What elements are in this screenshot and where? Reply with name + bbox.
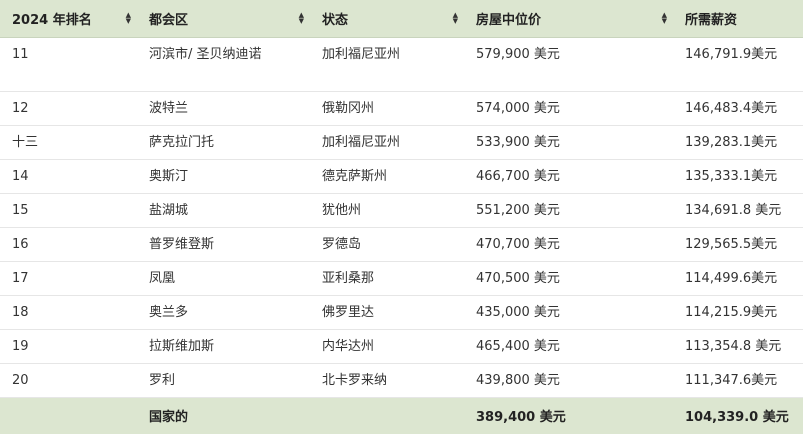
cell-salary: 134,691.8 美元	[673, 193, 803, 228]
cell-rank: 11	[0, 37, 137, 92]
cell-rank: 十三	[0, 125, 137, 160]
cell-price: 551,200 美元	[464, 193, 673, 228]
table-row: 12 波特兰 俄勒冈州 574,000 美元 146,483.4美元	[0, 91, 803, 126]
cell-state: 北卡罗来纳	[310, 363, 464, 398]
cell-metro: 波特兰	[137, 91, 310, 126]
cell-rank: 14	[0, 159, 137, 194]
column-header-price[interactable]: 房屋中位价 ▲ ▼	[464, 0, 673, 38]
footer-state	[310, 397, 464, 434]
cell-metro: 普罗维登斯	[137, 227, 310, 262]
cell-metro: 凤凰	[137, 261, 310, 296]
cell-metro: 奥兰多	[137, 295, 310, 330]
cell-metro: 萨克拉门托	[137, 125, 310, 160]
cell-salary: 111,347.6美元	[673, 363, 803, 398]
cell-state: 加利福尼亚州	[310, 125, 464, 160]
sort-updown-icon[interactable]: ▲ ▼	[125, 11, 131, 26]
table-row: 18 奥兰多 佛罗里达 435,000 美元 114,215.9美元	[0, 295, 803, 330]
table-row: 14 奥斯汀 德克萨斯州 466,700 美元 135,333.1美元	[0, 159, 803, 194]
column-header-state[interactable]: 状态 ▲ ▼	[310, 0, 464, 38]
table-row: 19 拉斯维加斯 内华达州 465,400 美元 113,354.8 美元	[0, 329, 803, 364]
cell-salary: 135,333.1美元	[673, 159, 803, 194]
column-header-metro[interactable]: 都会区 ▲ ▼	[137, 0, 310, 38]
cell-price: 470,700 美元	[464, 227, 673, 262]
footer-metro: 国家的	[149, 410, 189, 426]
table-row: 十三 萨克拉门托 加利福尼亚州 533,900 美元 139,283.1美元	[0, 125, 803, 160]
cell-salary: 114,215.9美元	[673, 295, 803, 330]
cell-metro: 盐湖城	[137, 193, 310, 228]
cell-state: 德克萨斯州	[310, 159, 464, 194]
cell-salary: 114,499.6美元	[673, 261, 803, 296]
cell-state: 犹他州	[310, 193, 464, 228]
cell-state: 亚利桑那	[310, 261, 464, 296]
cell-state: 内华达州	[310, 329, 464, 364]
column-header-label: 2024 年排名	[12, 12, 92, 28]
table-header-row: 2024 年排名 ▲ ▼ 都会区 ▲ ▼ 状态 ▲ ▼ 房屋中位价 ▲ ▼ 所需薪资	[0, 0, 803, 38]
cell-rank: 20	[0, 363, 137, 398]
cell-state: 罗德岛	[310, 227, 464, 262]
table-row: 20 罗利 北卡罗来纳 439,800 美元 111,347.6美元	[0, 363, 803, 398]
cell-state: 俄勒冈州	[310, 91, 464, 126]
cell-rank: 18	[0, 295, 137, 330]
cell-salary: 139,283.1美元	[673, 125, 803, 160]
cell-state: 佛罗里达	[310, 295, 464, 330]
cell-rank: 12	[0, 91, 137, 126]
cell-price: 533,900 美元	[464, 125, 673, 160]
cell-price: 465,400 美元	[464, 329, 673, 364]
footer-salary: 104,339.0 美元	[685, 410, 789, 426]
cell-metro: 奥斯汀	[137, 159, 310, 194]
cell-price: 470,500 美元	[464, 261, 673, 296]
footer-price: 389,400 美元	[476, 410, 566, 426]
cell-rank: 16	[0, 227, 137, 262]
cell-rank: 19	[0, 329, 137, 364]
cell-price: 579,900 美元	[464, 37, 673, 92]
footer-rank	[0, 397, 137, 434]
cell-salary: 146,483.4美元	[673, 91, 803, 126]
cell-rank: 15	[0, 193, 137, 228]
table-row: 16 普罗维登斯 罗德岛 470,700 美元 129,565.5美元	[0, 227, 803, 262]
column-header-label: 房屋中位价	[476, 12, 542, 28]
sort-updown-icon[interactable]: ▲ ▼	[452, 11, 458, 26]
cell-price: 435,000 美元	[464, 295, 673, 330]
table-body: 11 河滨市/ 圣贝纳迪诺 加利福尼亚州 579,900 美元 146,791.9美元 1…	[0, 37, 803, 398]
column-header-label: 都会区	[149, 12, 189, 28]
table-row: 11 河滨市/ 圣贝纳迪诺 加利福尼亚州 579,900 美元 146,791.9美元	[0, 37, 803, 92]
cell-price: 574,000 美元	[464, 91, 673, 126]
cell-metro: 罗利	[137, 363, 310, 398]
cell-metro: 拉斯维加斯	[137, 329, 310, 364]
cell-price: 439,800 美元	[464, 363, 673, 398]
cell-metro: 河滨市/ 圣贝纳迪诺	[137, 37, 310, 92]
cell-price: 466,700 美元	[464, 159, 673, 194]
column-header-label: 状态	[322, 12, 349, 28]
column-header-rank[interactable]: 2024 年排名 ▲ ▼	[0, 0, 137, 38]
cell-salary: 129,565.5美元	[673, 227, 803, 262]
column-header-salary[interactable]: 所需薪资	[673, 0, 803, 38]
cell-state: 加利福尼亚州	[310, 37, 464, 92]
sort-updown-icon[interactable]: ▲ ▼	[661, 11, 667, 26]
table-row: 17 凤凰 亚利桑那 470,500 美元 114,499.6美元	[0, 261, 803, 296]
table-footer-row: 国家的 389,400 美元 104,339.0 美元	[0, 397, 803, 434]
cell-salary: 113,354.8 美元	[673, 329, 803, 364]
cell-rank: 17	[0, 261, 137, 296]
sort-updown-icon[interactable]: ▲ ▼	[298, 11, 304, 26]
cell-salary: 146,791.9美元	[673, 37, 803, 92]
column-header-label: 所需薪资	[685, 12, 738, 28]
table-row: 15 盐湖城 犹他州 551,200 美元 134,691.8 美元	[0, 193, 803, 228]
